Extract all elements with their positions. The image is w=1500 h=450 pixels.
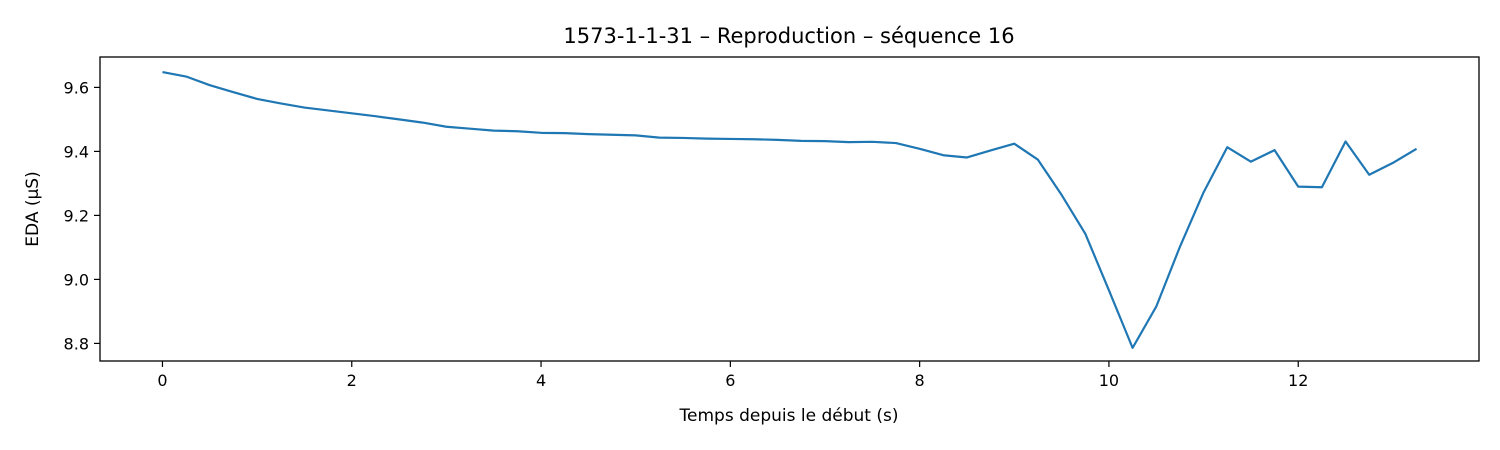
x-tick-label: 0	[157, 371, 167, 390]
x-tick-label: 2	[347, 371, 357, 390]
y-tick-label: 9.4	[64, 142, 89, 161]
y-tick-label: 9.0	[64, 270, 89, 289]
x-tick-label: 10	[1099, 371, 1119, 390]
plot-area	[162, 70, 1418, 349]
x-axis-label: Temps depuis le début (s)	[679, 406, 899, 426]
series-line	[162, 70, 1418, 349]
plot-frame	[99, 56, 1480, 362]
x-tick-label: 8	[915, 371, 925, 390]
y-tick-label: 9.6	[64, 78, 89, 97]
x-tick-label: 4	[536, 371, 546, 390]
y-axis-label: EDA (µS)	[23, 171, 43, 246]
y-axis: 8.8 9.0 9.2 9.4 9.6	[64, 78, 100, 353]
x-tick-label: 6	[725, 371, 735, 390]
x-axis: 0 2 4 6 8 10 12	[157, 361, 1308, 390]
y-tick-label: 8.8	[64, 334, 89, 353]
chart-title: 1573-1-1-31 – Reproduction – séquence 16	[563, 24, 1014, 48]
x-tick-label: 12	[1288, 371, 1308, 390]
y-tick-label: 9.2	[64, 206, 89, 225]
